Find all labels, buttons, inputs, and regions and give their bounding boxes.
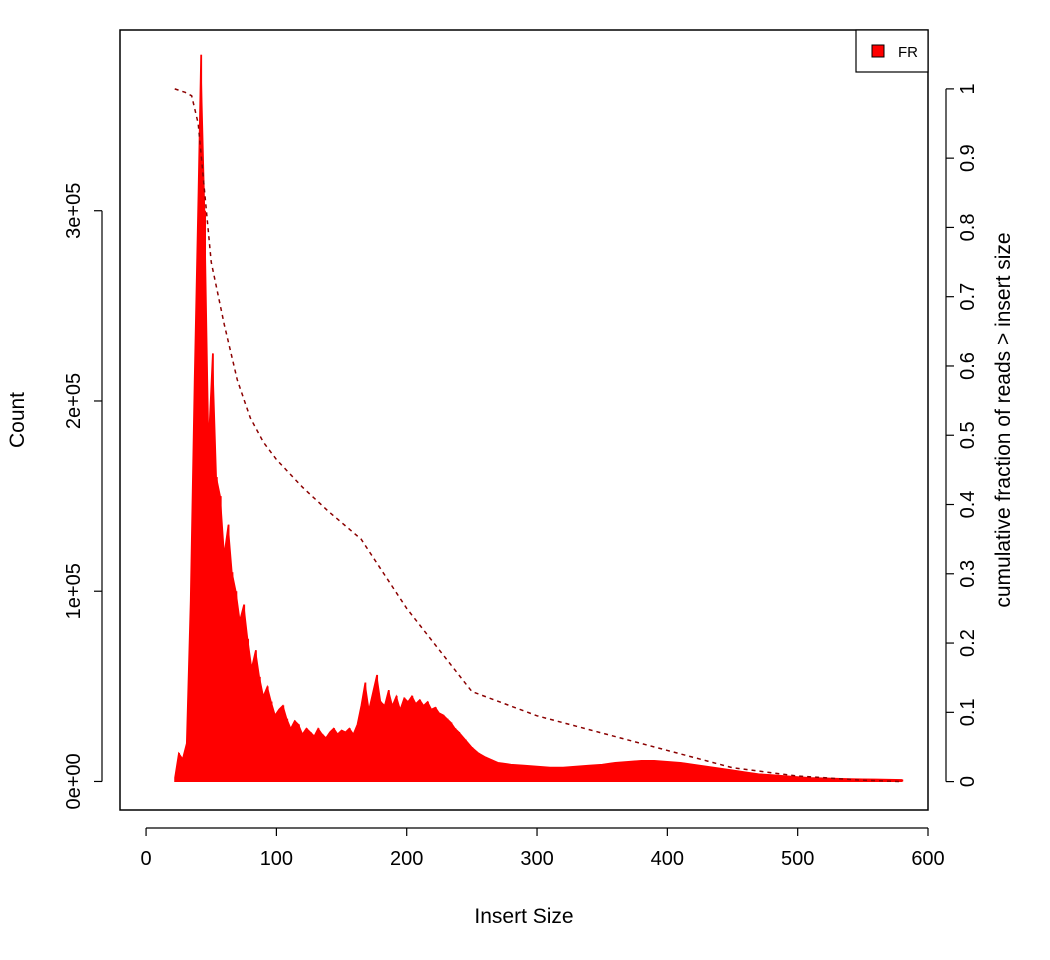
x-tick-label: 400 (651, 848, 684, 870)
y2-tick-label: 0.6 (957, 352, 979, 380)
cumulative-line-layer (174, 88, 902, 783)
y2-tick-label: 0.3 (957, 560, 979, 588)
y2-tick-label: 0 (957, 776, 979, 787)
y-axis-left: 0e+00 1e+05 2e+05 3e+05 (63, 183, 103, 810)
y-tick-label: 1e+05 (63, 563, 85, 619)
y2-tick-label: 0.9 (957, 144, 979, 172)
legend-label-fr: FR (898, 44, 918, 61)
legend-swatch-fr (871, 44, 885, 58)
x-axis: 0 100 200 300 400 500 600 (141, 827, 945, 870)
y-axis-title: Count (6, 392, 29, 448)
cumulative-fraction-line (174, 88, 902, 783)
y2-axis-title: cumulative fraction of reads > insert si… (992, 232, 1015, 607)
plot-frame (119, 29, 929, 811)
y-axis-right: 0 0.1 0.2 0.3 0.4 0.5 0.6 0.7 0.8 0.9 1 (945, 83, 979, 787)
y-tick-label: 2e+05 (63, 373, 85, 429)
x-tick-label: 500 (781, 848, 814, 870)
histogram-area (174, 54, 903, 782)
y2-tick-label: 0.1 (957, 698, 979, 726)
legend: FR (855, 29, 929, 73)
x-axis-title: Insert Size (474, 905, 573, 928)
y2-tick-label: 0.4 (957, 491, 979, 519)
x-tick-label: 0 (141, 848, 152, 870)
y-tick-label: 0e+00 (63, 753, 85, 809)
y2-tick-label: 0.5 (957, 421, 979, 449)
histogram-bars (174, 54, 904, 782)
y-tick-label: 3e+05 (63, 183, 85, 239)
x-tick-label: 300 (520, 848, 553, 870)
x-tick-label: 100 (260, 848, 293, 870)
x-tick-label: 200 (390, 848, 423, 870)
y2-tick-label: 0.7 (957, 283, 979, 311)
y2-tick-label: 0.2 (957, 629, 979, 657)
histogram-bar (901, 779, 904, 782)
x-tick-label: 600 (911, 848, 944, 870)
legend-box (855, 29, 929, 73)
y2-tick-label: 0.8 (957, 214, 979, 242)
y2-tick-label: 1 (957, 83, 979, 94)
